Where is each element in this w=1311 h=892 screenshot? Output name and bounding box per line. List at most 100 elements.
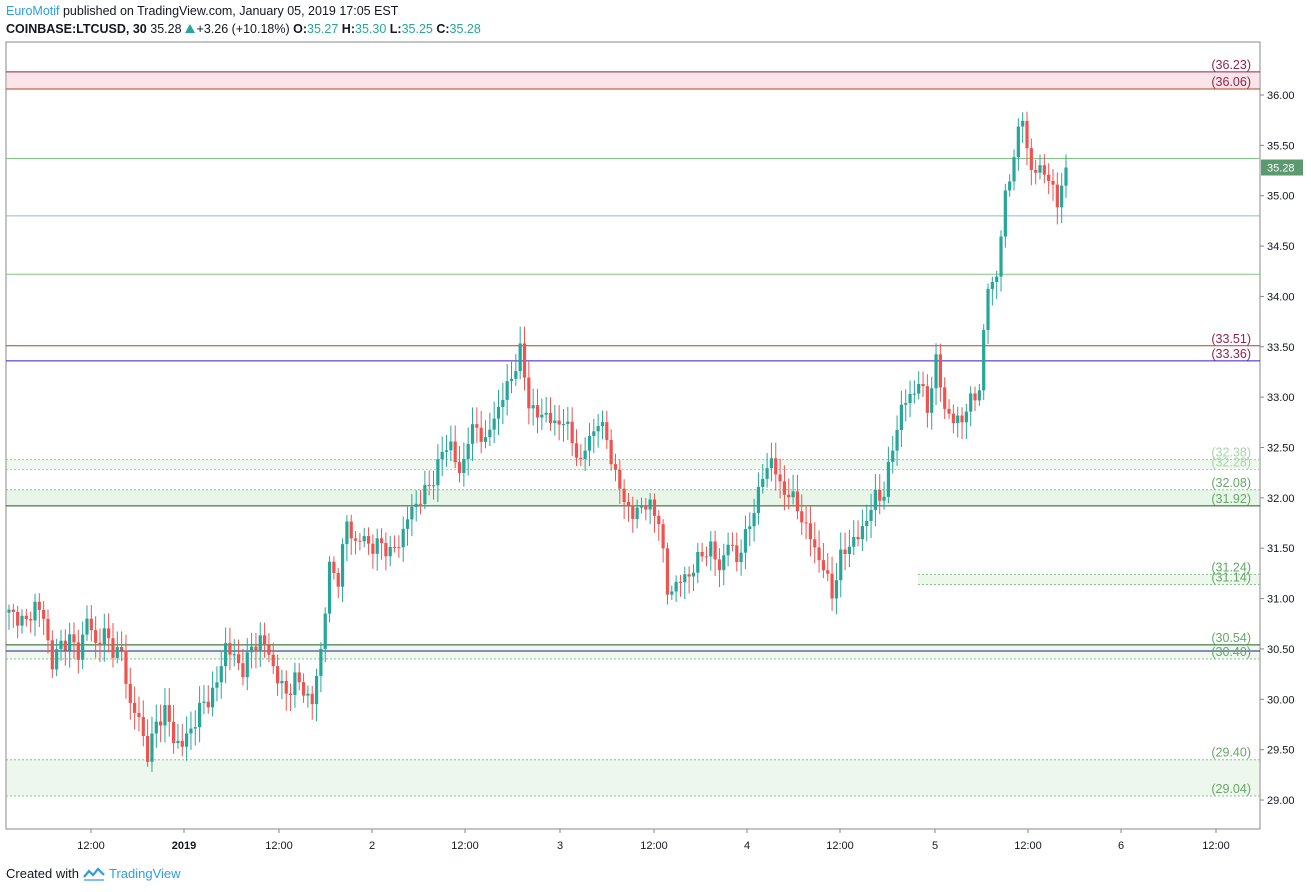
candle-body <box>120 646 124 651</box>
candle-body <box>943 387 947 409</box>
candle-body <box>626 502 631 506</box>
candle-body <box>280 680 284 684</box>
candle-body <box>444 450 449 452</box>
candle-body <box>527 377 531 409</box>
candle-body <box>1021 120 1025 127</box>
candle-body <box>501 399 505 408</box>
candle-body <box>830 573 834 599</box>
candle-body <box>241 663 245 678</box>
candle-body <box>860 526 864 540</box>
x-tick-label: 12:00 <box>1014 840 1042 852</box>
candle-body <box>852 536 856 547</box>
candle-body <box>947 408 951 414</box>
candle-body <box>1051 180 1055 185</box>
candle-body <box>1047 174 1051 181</box>
candle-body <box>249 646 254 653</box>
candle-body <box>163 705 167 726</box>
y-tick-label: 29.00 <box>1267 795 1295 807</box>
candle-body <box>306 693 310 696</box>
candle-body <box>340 544 345 587</box>
candle-body <box>133 702 137 713</box>
candle-body <box>72 634 76 643</box>
candle-body <box>1008 181 1012 191</box>
tradingview-brand[interactable]: TradingView <box>108 866 181 881</box>
candle-body <box>969 393 973 412</box>
candle-body <box>423 484 427 504</box>
high-value: 35.30 <box>355 22 387 36</box>
candle-body <box>778 474 782 482</box>
zone-2 <box>7 459 1259 470</box>
open-value: 35.27 <box>307 22 339 36</box>
candle-body <box>787 494 791 498</box>
candle-body <box>379 538 384 544</box>
candle-body <box>202 701 206 703</box>
candle-body <box>995 276 999 283</box>
candle-body <box>557 420 561 425</box>
candle-body <box>999 236 1003 277</box>
candle-body <box>774 458 778 475</box>
author-link[interactable]: EuroMotif <box>6 4 60 18</box>
candle-body <box>804 522 808 524</box>
candle-body <box>24 615 28 620</box>
candle-body <box>63 640 67 651</box>
last-price: 35.28 <box>150 22 182 36</box>
candle-body <box>756 486 761 514</box>
candle-body <box>917 383 921 394</box>
candle-body <box>895 429 899 451</box>
candle-body <box>20 615 24 626</box>
candle-body <box>553 420 557 424</box>
candle-body <box>150 733 154 762</box>
candle-body <box>843 549 847 554</box>
x-tick-label: 4 <box>744 840 750 852</box>
candle-body <box>46 618 50 641</box>
candle-body <box>1029 148 1033 170</box>
candle-body <box>401 528 405 548</box>
candle-body <box>1055 184 1059 208</box>
candle-body <box>717 559 722 571</box>
level-label-12: (29.40) <box>1211 746 1251 760</box>
candle-body <box>492 418 496 430</box>
candle-body <box>587 435 592 451</box>
zone-0 <box>7 71 1259 89</box>
candle-body <box>1016 126 1020 158</box>
candle-body <box>29 619 33 621</box>
candle-body <box>713 541 717 560</box>
footer: Created with TradingView <box>6 866 181 881</box>
candle-body <box>878 489 882 501</box>
candle-body <box>310 693 314 705</box>
candle-body <box>726 544 730 556</box>
tradingview-logo-icon <box>83 866 105 881</box>
candle-body <box>198 702 202 728</box>
candle-body <box>1064 167 1068 186</box>
candle-body <box>765 468 769 479</box>
candle-body <box>219 666 223 683</box>
candle-body <box>1060 185 1064 208</box>
candle-body <box>1025 120 1029 149</box>
candle-body <box>258 635 262 652</box>
level-label-1: (36.06) <box>1211 75 1251 89</box>
candle-body <box>7 609 11 613</box>
zone-3 <box>918 574 1259 585</box>
x-tick-label: 3 <box>557 840 563 852</box>
candle-body <box>271 654 275 667</box>
candle-body <box>362 536 366 542</box>
candle-body <box>886 461 890 497</box>
candle-body <box>912 393 916 395</box>
level-label-9: (31.14) <box>1211 570 1251 584</box>
candle-body <box>891 450 895 462</box>
candle-body <box>414 503 418 507</box>
created-with-text: Created with <box>6 866 79 881</box>
candle-body <box>678 581 683 583</box>
candle-body <box>748 526 752 530</box>
candle-body <box>791 491 795 498</box>
candle-body <box>540 414 544 418</box>
candle-body <box>856 536 860 540</box>
candle-body <box>141 717 145 737</box>
candle-body <box>986 288 990 331</box>
candle-body <box>990 282 994 289</box>
candle-body <box>440 451 444 460</box>
candle-body <box>687 574 691 577</box>
candle-body <box>496 407 501 419</box>
plot-frame <box>5 41 1261 830</box>
